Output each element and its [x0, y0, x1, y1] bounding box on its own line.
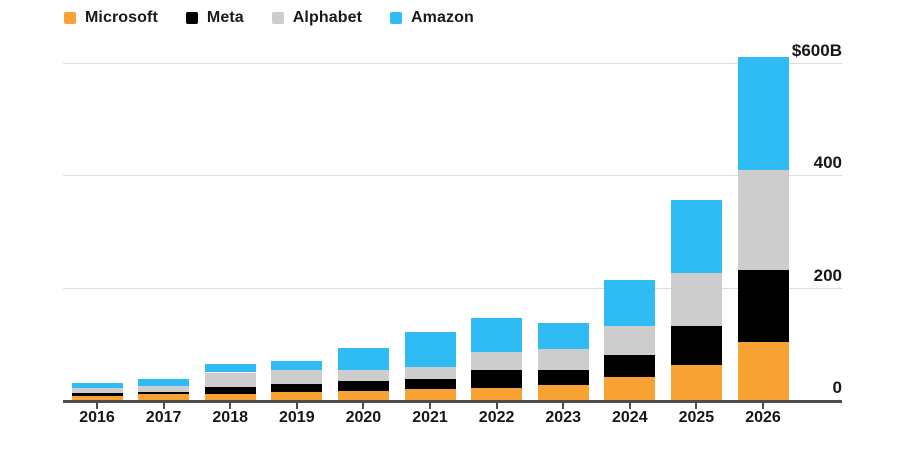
- bar-segment-meta-2019: [271, 384, 323, 393]
- bar-segment-amazon-2021: [404, 332, 456, 368]
- gridline-600: [63, 63, 842, 64]
- bar-segment-meta-2026: [737, 270, 789, 342]
- bar-segment-microsoft-2016: [71, 395, 123, 400]
- bar-segment-microsoft-2023: [537, 385, 589, 400]
- bar-segment-meta-2020: [337, 381, 389, 392]
- x-axis-label-2023: 2023: [545, 409, 581, 426]
- bar-segment-meta-2018: [204, 386, 256, 395]
- legend-label: Meta: [206, 9, 244, 26]
- chart-legend: Microsoft Meta Alphabet Amazon: [64, 6, 474, 30]
- bar-segment-amazon-2025: [670, 200, 722, 274]
- y-axis-label-600: $600B: [791, 41, 842, 60]
- bar-segment-amazon-2024: [604, 279, 656, 326]
- bar-segment-meta-2024: [604, 355, 656, 377]
- x-axis-label-2018: 2018: [212, 409, 248, 426]
- bar-segment-meta-2017: [138, 391, 190, 395]
- legend-swatch-meta: [185, 12, 198, 24]
- legend-item-amazon: Amazon: [390, 9, 474, 27]
- bar-segment-microsoft-2020: [337, 391, 389, 400]
- x-axis-label-2025: 2025: [678, 409, 715, 426]
- x-axis-label-2022: 2022: [478, 409, 515, 426]
- y-axis-label-0: 0: [832, 378, 842, 397]
- bar-segment-alphabet-2020: [337, 369, 389, 382]
- bar-segment-amazon-2023: [537, 322, 589, 350]
- bar-segment-microsoft-2024: [604, 376, 656, 400]
- bar-segment-amazon-2018: [204, 364, 256, 373]
- legend-item-microsoft: Microsoft: [64, 9, 158, 27]
- bar-segment-alphabet-2025: [670, 273, 722, 327]
- bar-segment-meta-2022: [471, 370, 523, 388]
- x-axis-label-2017: 2017: [145, 409, 182, 426]
- bar-segment-microsoft-2018: [204, 394, 256, 400]
- x-axis-label-2020: 2020: [345, 409, 382, 426]
- bar-segment-microsoft-2022: [471, 387, 523, 400]
- legend-label: Alphabet: [292, 9, 363, 26]
- bar-segment-meta-2016: [71, 392, 123, 396]
- x-axis-label-2024: 2024: [612, 409, 648, 426]
- bar-segment-amazon-2026: [737, 57, 789, 170]
- x-axis-tick-2023: [562, 402, 565, 409]
- x-axis-tick-2025: [695, 402, 698, 409]
- legend-swatch-amazon: [390, 12, 403, 24]
- bar-segment-alphabet-2017: [138, 385, 190, 392]
- x-axis-label-2019: 2019: [279, 409, 315, 426]
- legend-swatch-alphabet: [271, 12, 284, 24]
- x-axis-tick-2019: [295, 402, 298, 409]
- legend-item-meta: Meta: [185, 9, 244, 27]
- x-axis-tick-2024: [628, 402, 631, 409]
- bar-segment-alphabet-2019: [271, 370, 323, 385]
- x-axis-tick-2016: [96, 402, 98, 409]
- x-axis-tick-2021: [429, 402, 431, 409]
- bar-segment-alphabet-2026: [737, 169, 789, 271]
- bar-segment-amazon-2022: [471, 317, 523, 353]
- y-axis-label-400: 400: [813, 153, 842, 173]
- legend-swatch-microsoft: [64, 12, 76, 24]
- x-axis-label-2016: 2016: [79, 409, 115, 426]
- legend-item-alphabet: Alphabet: [271, 9, 363, 27]
- x-axis-tick-2022: [495, 402, 498, 409]
- bar-segment-microsoft-2017: [138, 394, 190, 400]
- bar-segment-alphabet-2016: [71, 387, 123, 393]
- bar-segment-microsoft-2026: [737, 341, 789, 400]
- bar-segment-meta-2021: [404, 379, 456, 390]
- legend-label: Microsoft: [85, 9, 158, 26]
- bar-segment-alphabet-2018: [204, 372, 256, 387]
- bar-segment-alphabet-2023: [537, 349, 589, 370]
- bar-segment-microsoft-2021: [404, 389, 456, 400]
- bar-segment-alphabet-2021: [404, 367, 456, 380]
- gridline-200: [63, 287, 842, 289]
- bar-segment-alphabet-2024: [604, 325, 656, 356]
- bar-segment-amazon-2019: [271, 361, 323, 371]
- legend-label: Amazon: [411, 9, 474, 26]
- bar-segment-meta-2023: [537, 369, 589, 386]
- x-axis-label-2026: 2026: [745, 409, 781, 426]
- bar-segment-amazon-2016: [71, 382, 123, 388]
- x-axis-tick-2026: [762, 402, 764, 409]
- y-axis-label-200: 200: [813, 265, 842, 285]
- bar-segment-alphabet-2022: [471, 352, 523, 371]
- bar-segment-microsoft-2019: [271, 392, 323, 400]
- bar-segment-amazon-2017: [138, 379, 190, 386]
- x-axis-label-2021: 2021: [412, 409, 448, 426]
- bar-segment-microsoft-2025: [670, 364, 722, 400]
- bar-segment-meta-2025: [670, 326, 722, 365]
- x-axis-tick-2020: [362, 402, 365, 409]
- gridline-400: [63, 175, 842, 177]
- bar-segment-amazon-2020: [337, 348, 389, 370]
- x-axis-line: [63, 400, 842, 403]
- x-axis-tick-2018: [229, 402, 232, 409]
- x-axis-tick-2017: [162, 402, 165, 409]
